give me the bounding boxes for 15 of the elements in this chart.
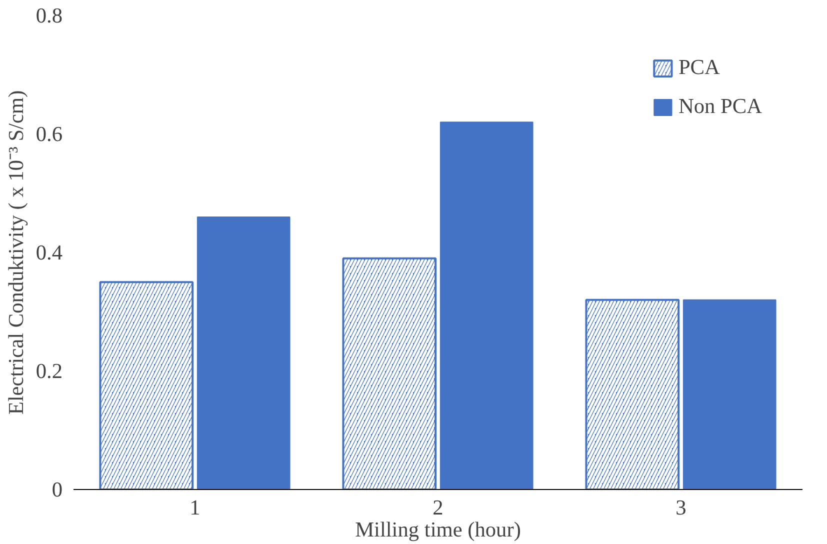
bar <box>682 299 776 490</box>
x-axis-title: Milling time (hour) <box>355 518 521 542</box>
y-tick-label: 0.6 <box>36 122 63 146</box>
x-tick-label: 2 <box>432 496 444 520</box>
legend-label: Non PCA <box>678 94 762 119</box>
bar <box>440 122 534 490</box>
y-tick-label: 0 <box>52 478 63 502</box>
y-tick-label: 0.8 <box>36 4 63 28</box>
y-tick-label: 0.2 <box>36 359 63 383</box>
y-axis-title: Electrical Conduktivity ( x 10⁻³ S/cm) <box>4 90 28 415</box>
x-tick-label: 1 <box>190 496 200 520</box>
bar <box>196 216 290 490</box>
y-tick-label: 0.4 <box>36 240 63 264</box>
legend-label: PCA <box>678 55 720 80</box>
x-tick-label: 3 <box>676 496 686 520</box>
